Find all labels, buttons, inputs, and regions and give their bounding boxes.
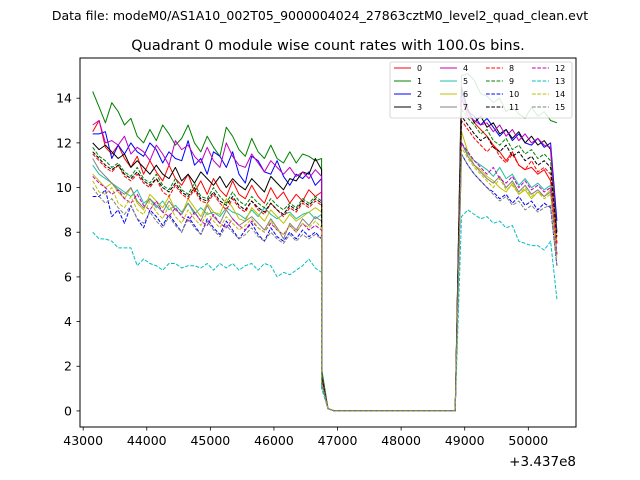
x-tick-label: 50000 [508,433,548,448]
legend-label-4: 4 [463,64,468,73]
x-tick-label: 46000 [254,433,294,448]
legend-label-0: 0 [417,64,422,73]
legend-label-6: 6 [463,90,468,99]
plot-area [80,58,576,427]
legend-label-14: 14 [555,90,565,99]
series-line-14 [92,146,558,412]
series-line-10 [92,153,558,412]
x-tick-label: 48000 [381,433,421,448]
legend-label-2: 2 [417,90,422,99]
series-line-6 [92,131,558,412]
y-tick-label: 4 [64,314,72,329]
y-tick-label: 6 [64,269,72,284]
legend-label-5: 5 [463,77,468,86]
series-line-9 [92,108,558,412]
legend-box [389,61,573,119]
x-offset-label: +3.437e8 [509,454,576,470]
legend-label-9: 9 [509,77,514,86]
legend-label-7: 7 [463,103,468,112]
y-tick-label: 0 [64,403,72,418]
chart-title: Quadrant 0 module wise count rates with … [131,38,525,54]
legend-label-1: 1 [417,77,422,86]
series-line-5 [92,142,558,412]
series-line-13 [92,209,558,412]
x-tick-label: 49000 [445,433,485,448]
plot-frame [79,57,577,428]
y-tick-label: 2 [64,359,72,374]
legend-label-3: 3 [417,103,422,112]
legend-label-8: 8 [509,64,514,73]
y-tick-label: 12 [56,135,72,150]
x-tick-label: 43000 [63,433,103,448]
series-line-12 [92,142,558,412]
legend-label-11: 11 [509,103,519,112]
y-axis: 0 2 4 6 8 10 12 14 [56,91,80,418]
legend-label-10: 10 [509,90,519,99]
y-tick-label: 8 [64,225,72,240]
y-tick-label: 14 [56,91,72,106]
series-line-0 [92,97,558,412]
legend-label-15: 15 [555,103,565,112]
x-tick-label: 44000 [127,433,167,448]
series-line-4 [92,97,558,412]
series-line-2 [92,91,558,412]
series-line-15 [92,153,558,412]
series-layer [92,73,558,412]
legend-label-13: 13 [555,77,565,86]
legend-label-12: 12 [555,64,565,73]
y-tick-label: 10 [56,180,72,195]
series-line-11 [92,115,558,412]
x-axis: 43000 44000 45000 46000 47000 48000 49000 50000 [63,427,548,448]
x-tick-label: 45000 [190,433,230,448]
figure-suptitle: Data file: modeM0/AS1A10_002T05_90000040… [52,8,588,23]
series-line-7 [92,142,558,412]
series-line-3 [92,86,558,412]
x-tick-label: 47000 [318,433,358,448]
